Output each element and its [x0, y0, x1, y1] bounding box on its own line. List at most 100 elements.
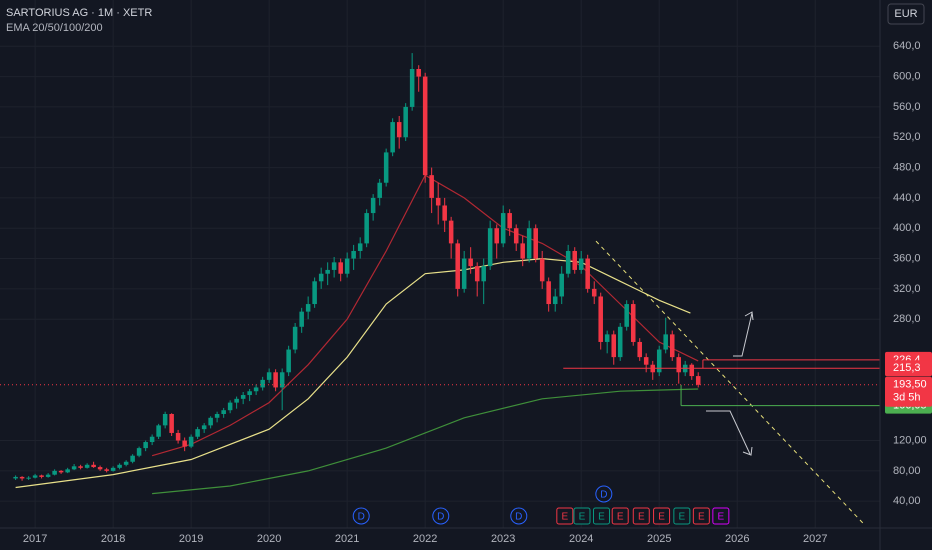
- event-marker: [573, 507, 591, 525]
- plot: [0, 53, 880, 526]
- event-marker: [712, 507, 730, 525]
- y-tick-label: 440,0: [893, 192, 921, 204]
- candle-body: [227, 402, 233, 411]
- y-tick-label: 640,0: [893, 40, 921, 52]
- event-label: E: [679, 512, 686, 523]
- candle-body: [253, 387, 259, 392]
- trendline: [595, 240, 866, 526]
- candle-body: [611, 334, 617, 358]
- candle-body: [526, 228, 532, 259]
- x-tick-label: 2021: [335, 533, 359, 545]
- candle-body: [45, 474, 51, 477]
- candle-body: [78, 466, 83, 468]
- chart-title: SARTORIUS AG · 1M · XETR: [6, 7, 152, 19]
- candle-body: [513, 228, 519, 244]
- candle-body: [19, 476, 25, 479]
- event-label: E: [579, 512, 586, 523]
- candle-body: [201, 425, 207, 430]
- grid: [0, 0, 880, 528]
- event-marker: [352, 507, 370, 525]
- candle-body: [578, 258, 584, 270]
- candle-body: [630, 304, 636, 342]
- indicator-legend: EMA 20/50/100/200: [6, 22, 103, 34]
- candle-body: [331, 262, 337, 270]
- candle-body: [500, 213, 506, 244]
- event-marker: [592, 507, 610, 525]
- candle-body: [585, 258, 590, 289]
- y-tick-label: 120,00: [893, 434, 927, 446]
- x-tick-label: 2026: [725, 533, 749, 545]
- candle-body: [71, 466, 77, 470]
- x-tick-label: 2023: [491, 533, 515, 545]
- candle-body: [305, 304, 311, 312]
- currency[interactable]: EUR: [894, 8, 917, 20]
- y-tick-label: 320,0: [893, 283, 921, 295]
- event-marker: [556, 507, 574, 525]
- candle-body: [643, 357, 649, 365]
- candle-body: [312, 281, 317, 305]
- candle-body: [344, 258, 350, 274]
- candle-body: [234, 398, 239, 403]
- candle-body: [448, 220, 454, 244]
- candle-body: [507, 213, 512, 229]
- candle-body: [188, 436, 194, 447]
- x-tick-label: 2024: [569, 533, 593, 545]
- candle-body: [455, 243, 460, 289]
- y-tick-label: 400,0: [893, 222, 921, 234]
- candle-body: [84, 464, 90, 468]
- event-label: E: [598, 512, 605, 523]
- y-tick-label: 280,0: [893, 313, 921, 325]
- candle-body: [442, 205, 447, 221]
- event-label: D: [358, 512, 365, 523]
- candle-body: [292, 326, 298, 350]
- event-label: E: [638, 512, 645, 523]
- candle-body: [266, 372, 272, 380]
- candle-body: [689, 364, 695, 377]
- y-tick-label: 600,0: [893, 70, 921, 82]
- candle-body: [552, 296, 558, 305]
- x-tick-label: 2027: [803, 533, 827, 545]
- candle-body: [279, 372, 285, 388]
- x-tick-label: 2019: [179, 533, 203, 545]
- candle-body: [117, 464, 122, 468]
- candle-body: [175, 432, 181, 441]
- x-tick-label: 2022: [413, 533, 437, 545]
- candle-body: [377, 182, 382, 198]
- candle-body: [39, 475, 44, 477]
- candle-body: [182, 440, 187, 447]
- event-marker: [432, 507, 450, 525]
- ema-line: [152, 388, 699, 495]
- candle-body: [240, 395, 246, 399]
- x-tick-label: 2025: [647, 533, 671, 545]
- y-tick-label: 360,0: [893, 252, 921, 264]
- event-label: E: [718, 512, 725, 523]
- candle-body: [338, 262, 343, 274]
- x-tick-label: 2017: [23, 533, 47, 545]
- candle-body: [91, 464, 96, 468]
- candle-body: [318, 273, 324, 282]
- candle-body: [104, 469, 109, 471]
- candle-body: [149, 436, 155, 443]
- candle-body: [364, 213, 369, 244]
- candle-body: [214, 413, 220, 418]
- candle-body: [143, 442, 148, 449]
- candle-body: [58, 470, 64, 473]
- price-label-box: [885, 360, 932, 377]
- x-tick-label: 2018: [101, 533, 125, 545]
- currency-button[interactable]: [887, 3, 925, 25]
- candle-body: [351, 250, 356, 259]
- candle-body: [617, 326, 623, 358]
- candle-body: [383, 152, 389, 183]
- candle-body: [559, 273, 564, 297]
- y-tick-label: 520,0: [893, 131, 921, 143]
- candle-body: [299, 311, 304, 327]
- arrow-up: [733, 311, 754, 357]
- event-marker: [632, 507, 650, 525]
- event-marker: [611, 507, 629, 525]
- ema-line: [15, 257, 691, 489]
- event-label: D: [437, 512, 444, 523]
- candle-body: [663, 334, 668, 350]
- candle-body: [260, 379, 265, 388]
- candle-body: [435, 197, 441, 206]
